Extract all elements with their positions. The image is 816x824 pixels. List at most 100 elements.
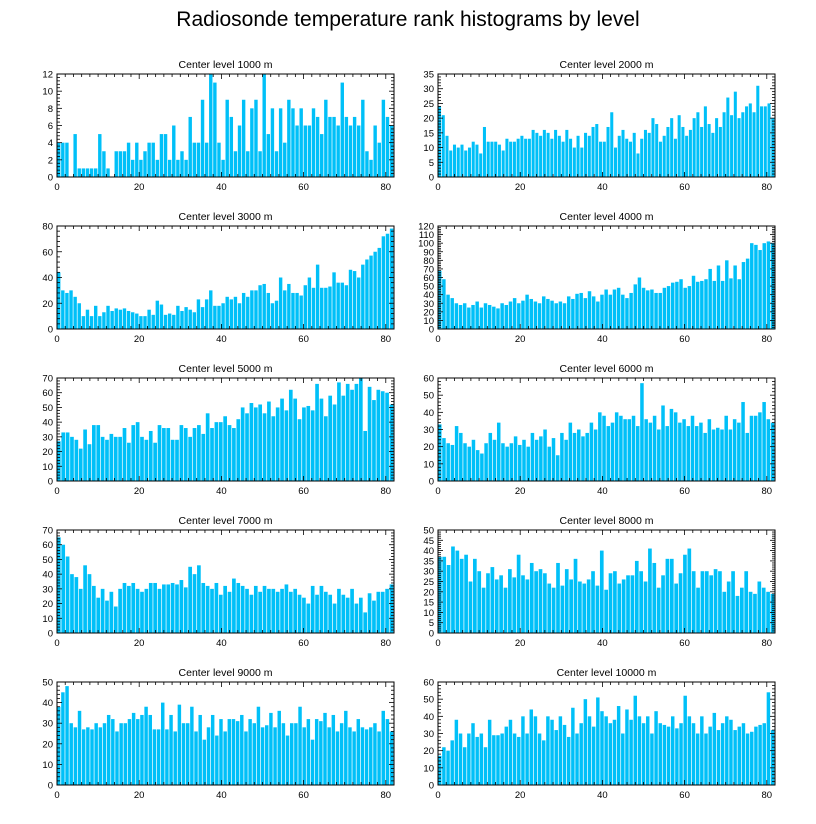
bar (246, 296, 250, 329)
bar (225, 99, 229, 177)
bar (758, 250, 762, 329)
y-tick-label: 0 (429, 325, 434, 336)
bar (509, 141, 513, 177)
bar (315, 594, 319, 633)
bar (703, 106, 707, 177)
y-tick-label: 0 (48, 325, 53, 336)
bar (144, 706, 148, 785)
y-tick-label: 80 (423, 256, 434, 267)
bar (626, 575, 630, 633)
bar (372, 400, 376, 481)
y-tick-label: 120 (418, 222, 434, 233)
bar (192, 312, 197, 329)
bar (675, 281, 679, 329)
bar (172, 125, 176, 177)
bar (700, 126, 704, 177)
bar (119, 723, 123, 785)
plot-frame (56, 377, 395, 482)
x-tick-label: 0 (435, 182, 440, 193)
bar (641, 723, 646, 785)
x-tick-label: 60 (298, 182, 309, 193)
bar (516, 554, 521, 633)
bar (340, 282, 344, 329)
bar (200, 99, 205, 177)
bar (61, 142, 65, 177)
bar (569, 579, 573, 633)
bar (530, 432, 535, 481)
bar (497, 144, 501, 177)
bar (748, 103, 752, 177)
bar (442, 279, 446, 329)
bar (608, 723, 613, 785)
bar (477, 571, 482, 633)
bar (454, 303, 459, 329)
bar (357, 277, 361, 329)
bar (369, 727, 373, 785)
bar (442, 747, 446, 785)
bar (593, 429, 598, 481)
bar (61, 290, 65, 330)
bar (512, 577, 517, 633)
bar (754, 244, 758, 329)
bar (299, 295, 303, 329)
bar (102, 723, 107, 785)
bar (662, 135, 666, 177)
bar (450, 740, 454, 785)
bar (278, 108, 283, 177)
bar (583, 298, 588, 329)
bar (700, 716, 704, 785)
y-tick-label: 35 (423, 556, 434, 567)
bar (364, 729, 369, 785)
bar (81, 168, 86, 177)
bar (599, 141, 603, 177)
y-tick-label: 70 (42, 526, 53, 537)
bar (616, 706, 621, 785)
bar (214, 422, 219, 481)
bar (512, 298, 517, 329)
bar (122, 428, 127, 481)
bar (636, 153, 640, 177)
bar (288, 389, 293, 481)
bar (303, 125, 307, 177)
y-tick-label: 20 (423, 114, 434, 125)
y-tick-label: 10 (423, 763, 434, 774)
bar (496, 422, 501, 481)
bar (572, 432, 577, 481)
bar (500, 733, 504, 785)
bar (455, 550, 460, 633)
bar (369, 159, 373, 177)
y-tick-label: 10 (423, 316, 434, 327)
bar (106, 714, 111, 785)
bar (606, 426, 611, 481)
bar (348, 269, 353, 329)
bar (253, 407, 258, 481)
bar (629, 719, 633, 785)
bar (720, 723, 725, 785)
bar (256, 706, 261, 785)
bar (70, 574, 74, 633)
bar (513, 436, 518, 481)
bar (57, 272, 61, 329)
bar (529, 562, 534, 633)
bar (227, 425, 232, 481)
bar (131, 582, 136, 633)
bar (694, 426, 699, 481)
bar (357, 125, 361, 177)
bar (492, 306, 496, 329)
bar (578, 581, 582, 633)
bar (475, 736, 479, 785)
bar (221, 303, 225, 329)
bar (547, 583, 552, 633)
bar (494, 579, 499, 633)
bar (135, 142, 139, 177)
bar (666, 726, 671, 785)
bar (217, 142, 221, 177)
bar (73, 134, 77, 177)
bar (704, 733, 708, 785)
bar (237, 125, 242, 177)
panel-title: Center level 10000 m (557, 667, 657, 679)
bar (236, 582, 241, 633)
x-tick-label: 40 (597, 638, 608, 649)
bar (248, 719, 252, 785)
bar (381, 99, 386, 177)
